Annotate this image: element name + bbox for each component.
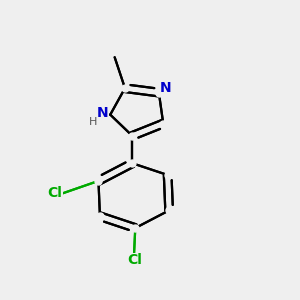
Text: N: N (160, 81, 171, 95)
Text: Cl: Cl (127, 254, 142, 267)
Text: Cl: Cl (47, 186, 62, 200)
Text: H: H (89, 117, 98, 127)
Text: N: N (97, 106, 109, 120)
